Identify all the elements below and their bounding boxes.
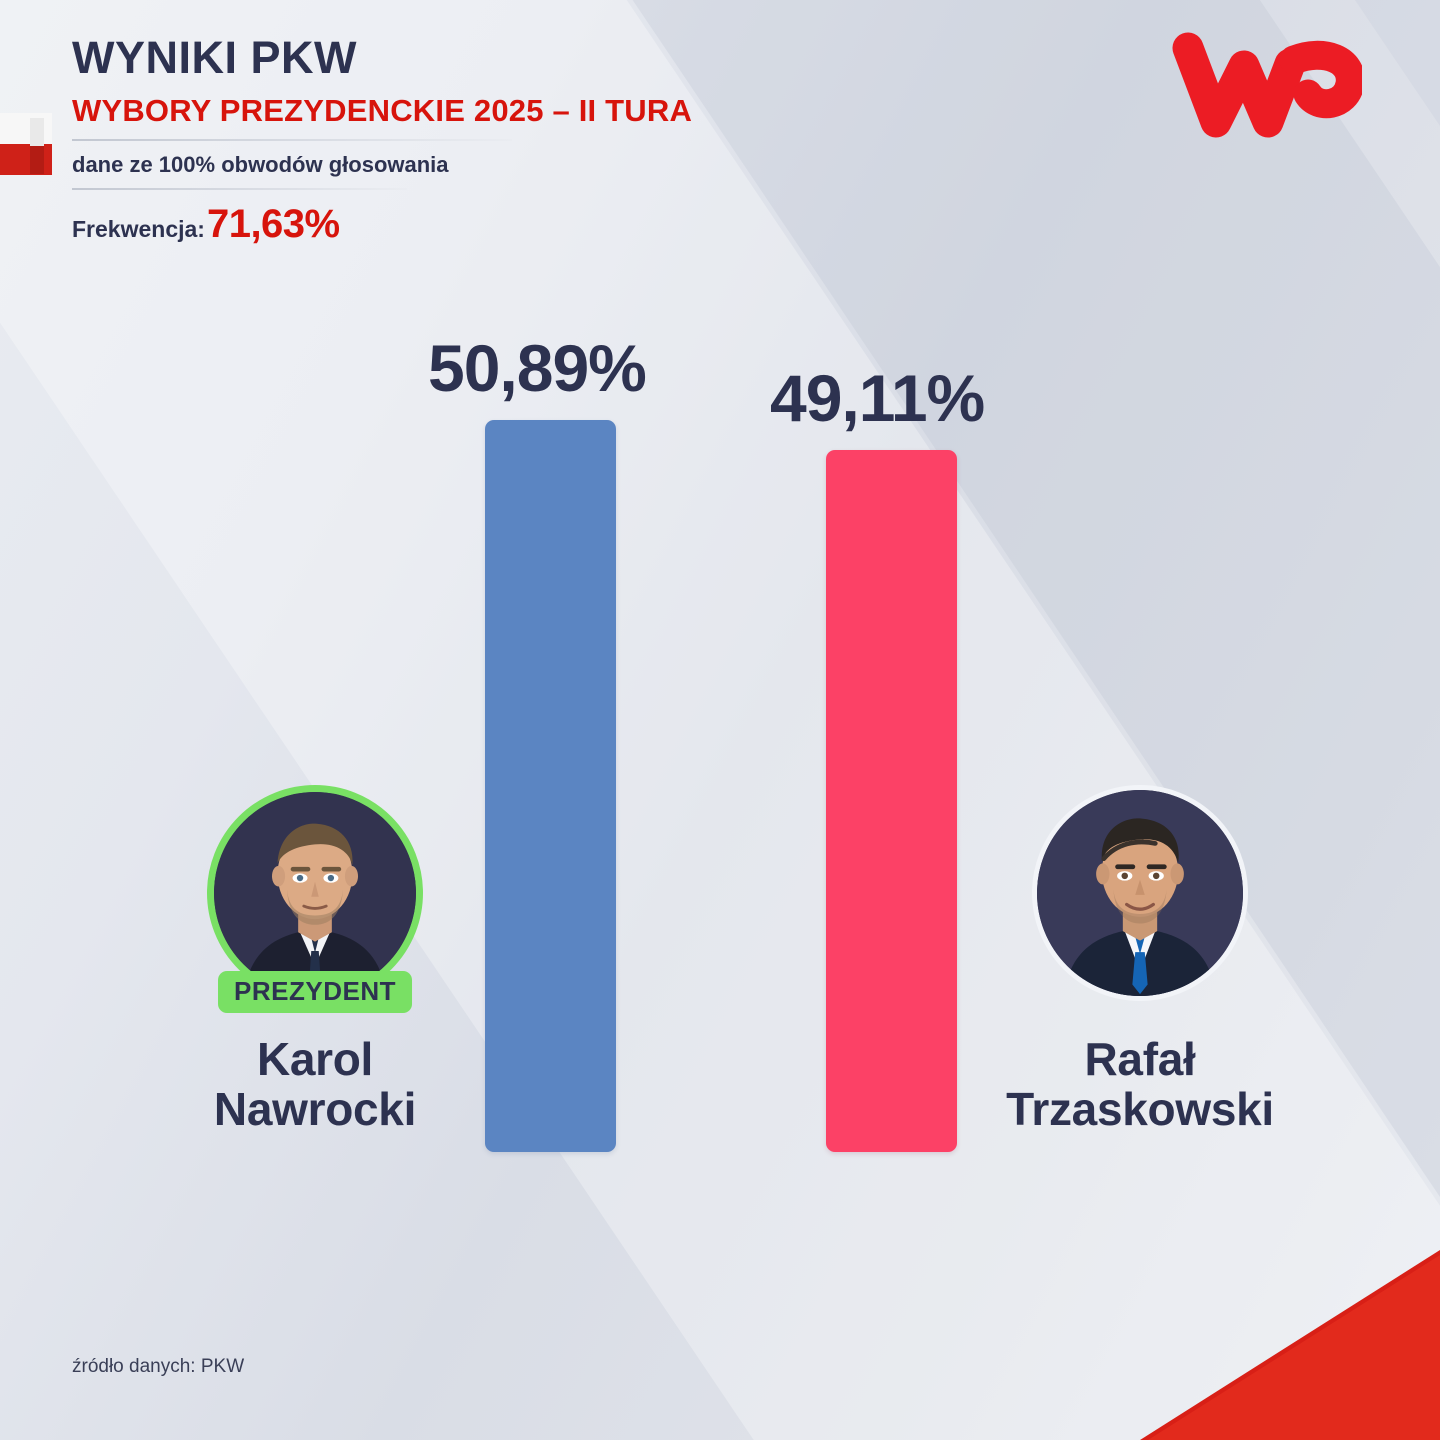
bar-value-label-2: 49,11%	[770, 361, 985, 435]
candidate-trzaskowski: Rafał Trzaskowski	[940, 785, 1340, 1134]
page-subtitle: WYBORY PREZYDENCKIE 2025 – II TURA	[72, 93, 693, 129]
flag-white-stripe	[0, 113, 52, 144]
bar-nawrocki	[485, 420, 616, 1152]
candidate-last-name: Nawrocki	[213, 1082, 417, 1135]
avatar-wrap: PREZYDENT	[207, 785, 423, 1013]
bar-value-label-1: 50,89%	[428, 331, 647, 405]
source-note: źródło danych: PKW	[72, 1356, 245, 1377]
divider	[72, 187, 407, 190]
flag-fold-white	[30, 118, 44, 146]
turnout-label: Frekwencja:	[72, 215, 205, 242]
divider	[72, 138, 512, 141]
flag-fold-red	[30, 146, 44, 174]
candidate-nawrocki: PREZYDENT Karol Nawrocki	[115, 785, 515, 1134]
turnout-row: Frekwencja: 71,63%	[72, 202, 772, 247]
candidate-last-name: Trzaskowski	[1006, 1082, 1274, 1135]
page-title: WYNIKI PKW	[72, 32, 357, 83]
header: WYNIKI PKW WYBORY PREZYDENCKIE 2025 – II…	[72, 34, 772, 247]
candidate-first-name: Karol	[256, 1033, 374, 1085]
flag-red-stripe	[0, 144, 52, 175]
candidate-name: Rafał Trzaskowski	[940, 1033, 1340, 1135]
poland-flag-icon	[0, 113, 52, 175]
candidate-first-name: Rafał	[1084, 1033, 1196, 1085]
turnout-value: 71,63%	[206, 201, 340, 246]
avatar	[207, 785, 423, 1001]
candidate-name: Karol Nawrocki	[115, 1033, 515, 1135]
status-badge: PREZYDENT	[218, 971, 412, 1013]
data-coverage-note: dane ze 100% obwodów głosowania	[72, 151, 449, 177]
bar-trzaskowski	[826, 450, 957, 1152]
avatar	[1032, 785, 1248, 1001]
wp-logo	[1172, 30, 1365, 140]
avatar-wrap	[1032, 785, 1248, 1001]
corner-accent-triangle-highlight	[1148, 1255, 1440, 1440]
